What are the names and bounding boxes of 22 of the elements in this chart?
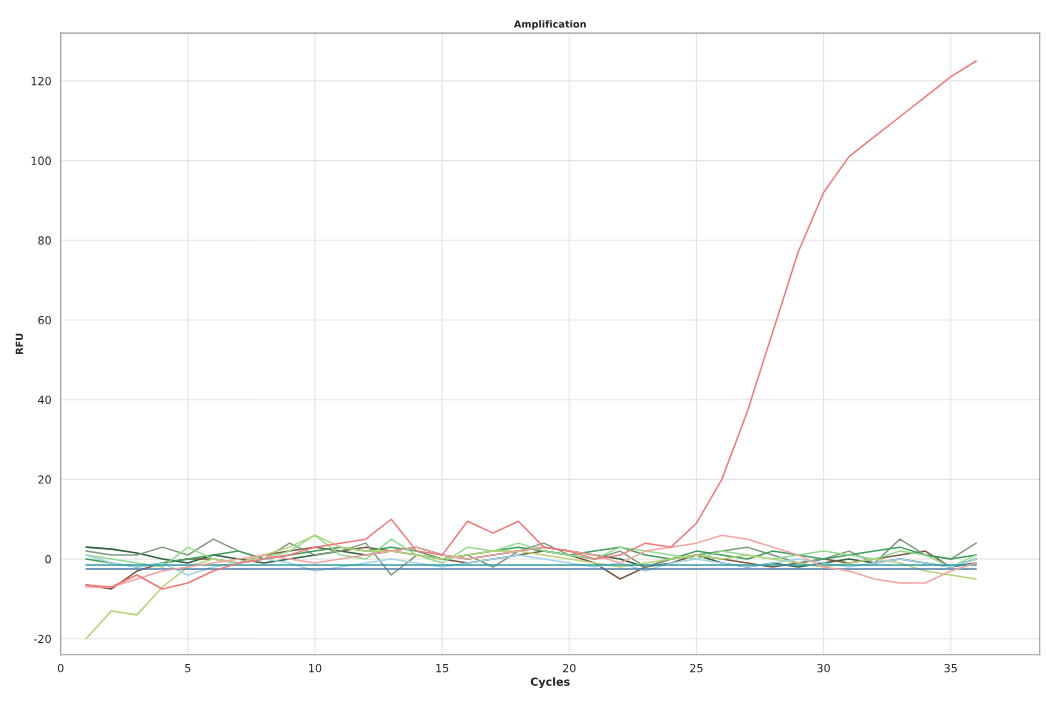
line-series [85,534,977,640]
x-tick-label: 15 [436,664,449,673]
y-tick-label: 60 [38,315,51,325]
line-series [85,534,977,588]
x-tick-label: 20 [563,663,576,673]
x-tick-label: 10 [309,663,322,673]
chart-title: Amplification [513,20,586,30]
x-tick-label: 0 [57,663,64,673]
x-tick-label: 25 [690,663,703,673]
y-tick-label: -20 [34,634,51,644]
y-tick-label: 120 [31,76,51,86]
x-tick-label: 5 [185,664,191,673]
y-tick-label: 0 [45,555,51,564]
y-tick-label: 20 [38,475,51,484]
line-series [85,60,977,590]
x-axis-title: Cycles [530,677,570,689]
x-tick-label: 30 [817,663,830,673]
y-axis-title: RFU [15,333,23,355]
y-tick-label: 80 [38,236,51,245]
y-tick-label: 40 [38,395,51,405]
x-tick-label: 35 [944,663,957,673]
y-tick-label: 100 [31,156,51,165]
